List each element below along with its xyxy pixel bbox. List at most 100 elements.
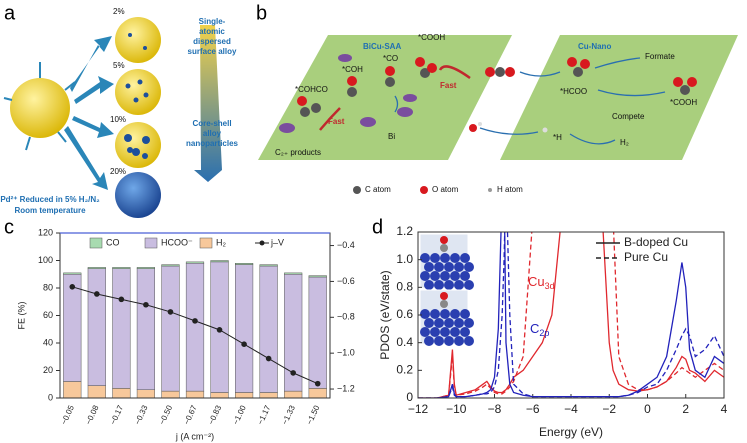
inset-atom	[444, 318, 454, 328]
bar-segment	[136, 268, 155, 390]
y2-tick-label: −0.6	[337, 276, 355, 286]
y2-tick-label: −0.8	[337, 312, 355, 322]
fast-label: Fast	[328, 117, 345, 126]
bar-segment	[161, 265, 180, 392]
inset-atom	[434, 336, 444, 346]
inset-atom	[434, 318, 444, 328]
pdos-curve	[418, 232, 724, 398]
legend-label: j–V	[270, 237, 284, 247]
inset-atom	[440, 271, 450, 281]
x-tick-label: −0.08	[84, 403, 101, 426]
y-axis-label: FE (%)	[16, 301, 26, 329]
annotation-text: C	[530, 321, 539, 336]
x-tick-label: −1.00	[231, 403, 248, 426]
inset-atom	[454, 318, 464, 328]
inset-atom	[430, 253, 440, 263]
catalyst-surface	[500, 35, 738, 160]
y-tick-label: 0.2	[396, 363, 413, 377]
top-label: Single- atomic dispersed surface alloy C…	[0, 17, 238, 215]
line-marker	[265, 355, 272, 362]
y-tick-label: 40	[43, 337, 53, 347]
y-tick-label: 60	[43, 310, 53, 320]
x-tick-label: 0	[644, 402, 651, 416]
species: *HCOO	[560, 87, 587, 96]
inset-atom	[454, 262, 464, 272]
structure-insets	[419, 233, 474, 346]
y-tick-label: 100	[38, 255, 53, 265]
bar-segment	[87, 267, 106, 269]
bar-segment	[161, 264, 180, 267]
x-axis-label: j (A cm⁻²)	[175, 431, 214, 441]
bar-segment	[235, 392, 254, 399]
fast-label: Fast	[440, 81, 457, 90]
line-marker	[241, 341, 247, 347]
precursor-particle	[10, 78, 70, 138]
y2-tick-label: −1.2	[337, 383, 355, 393]
x-tick-label: −8	[488, 402, 502, 416]
y-tick-label: 80	[43, 282, 53, 292]
atom-legend: C atom O atom H atom	[353, 185, 523, 194]
legend-label: C atom	[365, 185, 391, 194]
legend-swatch	[259, 240, 265, 246]
bar-segment	[136, 267, 155, 269]
surface-atoms	[124, 33, 150, 159]
line-marker	[314, 380, 321, 387]
panel-label: a	[4, 2, 16, 24]
bar-segment	[235, 263, 254, 265]
bar-segment	[284, 390, 303, 399]
inset-atom	[454, 336, 464, 346]
inset-atom	[450, 309, 460, 319]
bar-segment	[308, 276, 327, 389]
label-line: Core-shell	[192, 119, 231, 128]
plot-frame	[417, 231, 725, 399]
bar-segment	[136, 389, 155, 399]
panel-label: d	[372, 216, 383, 238]
y-tick-label: 0.6	[396, 307, 413, 321]
inset-atom	[450, 327, 460, 337]
line-marker	[69, 284, 76, 290]
annotation-subscript: 3d	[545, 281, 555, 291]
inset-atom	[424, 280, 434, 290]
particle	[115, 69, 161, 115]
x-tick-label: −0.17	[108, 403, 125, 426]
inset-atom	[444, 336, 454, 346]
label-line: alloy	[203, 129, 222, 138]
species: H₂	[620, 138, 629, 147]
species: Compete	[612, 112, 645, 121]
percentage: 10%	[110, 115, 126, 124]
legend-swatch	[89, 237, 103, 249]
inset-atom	[464, 262, 474, 272]
catalyst-label: Cu-Nano	[578, 42, 611, 51]
inset-atom	[434, 262, 444, 272]
inset-atom	[454, 280, 464, 290]
pdos-curve	[418, 232, 724, 398]
bar-segment	[210, 392, 229, 399]
inset-atom	[430, 309, 440, 319]
y-tick-label: 0.4	[396, 335, 413, 349]
line-marker	[94, 291, 100, 297]
x-tick-label: −6	[526, 402, 540, 416]
legend-label: B-doped Cu	[624, 235, 688, 249]
bar-segment	[63, 381, 82, 399]
synthesis-illustration	[3, 17, 222, 218]
inset-atom	[424, 336, 434, 346]
y-tick-label: 1.2	[396, 224, 413, 238]
percentage: 2%	[113, 7, 125, 16]
x-axis-label: Energy (eV)	[539, 425, 603, 439]
x-tick-label: −4	[564, 402, 578, 416]
inset-atom	[420, 309, 430, 319]
bar-segment	[87, 268, 106, 386]
bar-segment	[112, 267, 131, 269]
x-tick-label: −0.05	[59, 403, 76, 426]
inset-atom	[424, 262, 434, 272]
species: *COOH	[670, 98, 697, 107]
annotation-text: Cu	[528, 274, 545, 289]
x-tick-label: −12	[408, 402, 429, 416]
percentage: 20%	[110, 167, 126, 176]
inset-molecule	[440, 244, 448, 252]
inset-atom	[444, 262, 454, 272]
particle	[115, 17, 161, 63]
line-marker	[167, 309, 174, 315]
y-tick-label: 0.8	[396, 280, 413, 294]
